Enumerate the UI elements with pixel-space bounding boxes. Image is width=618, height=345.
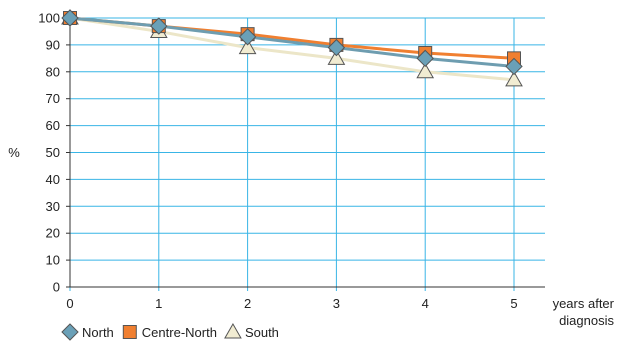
legend-marker-north: [61, 323, 79, 341]
data-point-north: [238, 28, 257, 46]
y-tick-label: 100: [38, 11, 60, 26]
legend-marker-south: [224, 322, 242, 339]
y-tick-label: 70: [46, 91, 60, 106]
y-tick-label: 90: [46, 37, 60, 52]
grid-layer: [69, 17, 545, 291]
data-point-north: [416, 49, 434, 68]
data-point-south: [505, 70, 523, 87]
y-tick-label: 10: [46, 253, 60, 268]
data-point-north: [61, 9, 79, 27]
data-point-north: [150, 17, 168, 35]
series-line-south: [69, 16, 515, 82]
x-tick-label: 3: [333, 296, 340, 311]
y-tick-label: 30: [46, 199, 60, 214]
y-tick-label: 40: [46, 172, 60, 187]
y-tick-label: 0: [53, 280, 60, 295]
legend-marker-centre-north: [122, 325, 137, 339]
data-point-south: [238, 38, 257, 55]
legend-label-north: North: [82, 325, 114, 340]
x-tick-label: 2: [244, 296, 251, 311]
x-tick-label: 1: [155, 296, 162, 311]
y-axis-label: %: [8, 145, 20, 160]
x-tick-label: 5: [510, 296, 517, 311]
axis-layer: 0 10 20 30 40 50 60 70 80 90 100 0 1 2 3 4 5% years after…: [8, 11, 614, 329]
x-tick-label: 4: [422, 296, 429, 311]
x-axis-label: diagnosis: [559, 313, 614, 328]
y-tick-label: 20: [46, 226, 60, 241]
y-tick-label: 80: [46, 64, 60, 79]
y-tick-label: 60: [46, 118, 60, 133]
data-point-south: [327, 49, 346, 65]
x-tick-label: 0: [66, 296, 73, 311]
data-point-south: [416, 62, 435, 79]
legend: North Centre-North South: [61, 322, 279, 341]
data-point-north: [505, 57, 523, 76]
legend-label-centre-north: Centre-North: [142, 325, 217, 340]
series-line-north: [69, 16, 515, 68]
y-tick-label: 50: [46, 145, 60, 160]
data-point-north: [327, 38, 346, 57]
x-axis-label: years after: [553, 296, 615, 311]
series-layer: [61, 8, 523, 87]
legend-label-south: South: [245, 325, 279, 340]
